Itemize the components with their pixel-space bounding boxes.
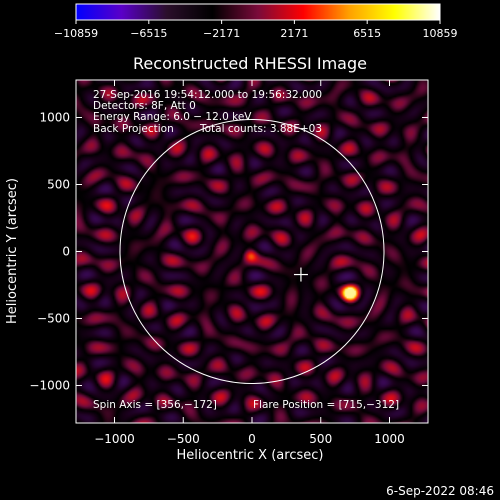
x-tick-label: 500 (309, 432, 332, 446)
colorbar-tick-label: 10859 (423, 27, 458, 40)
x-axis-ticks: −1000 −500 0 500 1000 (94, 80, 405, 446)
colorbar-tick-label: 6515 (353, 27, 381, 40)
annotation-detectors: Detectors: 8F, Att 0 (93, 100, 196, 112)
annotation-total-counts: Total counts: 3.88E+03 (199, 123, 322, 135)
y-tick-label: −1000 (29, 378, 70, 392)
y-tick-label: 1000 (39, 111, 70, 125)
colorbar-frame (75, 3, 441, 21)
annotation-spin-axis: Spin Axis = [356,−172] (93, 399, 217, 411)
heatmap-image (76, 80, 428, 423)
y-tick-label: 0 (62, 245, 70, 259)
colorbar: −10859 −6515 −2171 2171 6515 10859 (54, 3, 458, 40)
x-tick-label: −500 (167, 432, 200, 446)
annotation-flare-position: Flare Position = [715,−312] (253, 399, 399, 411)
x-axis-label: Heliocentric X (arcsec) (177, 448, 324, 463)
plot-image-layer (76, 80, 428, 423)
y-tick-label: 500 (47, 178, 70, 192)
x-tick-label: 1000 (374, 432, 405, 446)
chart-title: Reconstructed RHESSI Image (133, 54, 367, 73)
colorbar-tick-label: 2171 (280, 27, 308, 40)
colorbar-fill (76, 4, 440, 20)
colorbar-tick-label: −6515 (130, 27, 167, 40)
y-axis-label: Heliocentric Y (arcsec) (5, 178, 20, 324)
annotation-energy-range: Energy Range: 6.0 − 12.0 keV (93, 111, 252, 123)
spin-axis-marker (293, 267, 308, 282)
annotation-time-range: 27-Sep-2016 19:54:12.000 to 19:56:32.000 (93, 89, 322, 101)
colorbar-tick-label: −2171 (203, 27, 240, 40)
y-tick-label: −500 (37, 311, 70, 325)
colorbar-ticks: −10859 −6515 −2171 2171 6515 10859 (54, 20, 458, 40)
x-tick-label: 0 (248, 432, 256, 446)
colorbar-tick-label: −10859 (54, 27, 98, 40)
solar-limb-circle (119, 119, 385, 384)
annotations: 27-Sep-2016 19:54:12.000 to 19:56:32.000… (93, 89, 399, 411)
y-axis-ticks: −1000 −500 0 500 1000 (29, 111, 428, 392)
annotation-method: Back Projection (93, 123, 174, 135)
x-tick-label: −1000 (94, 432, 135, 446)
footer-date: 6-Sep-2022 08:46 (386, 484, 494, 498)
